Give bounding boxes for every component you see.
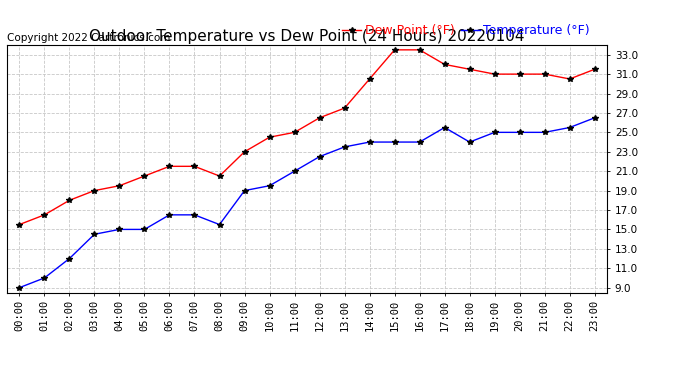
Temperature (°F)	[66, 256, 74, 261]
Title: Outdoor Temperature vs Dew Point (24 Hours) 20220104: Outdoor Temperature vs Dew Point (24 Hou…	[89, 29, 525, 44]
Temperature (°F)	[340, 145, 348, 149]
Temperature (°F)	[266, 183, 274, 188]
Temperature (°F)	[391, 140, 399, 144]
Dew Point (°F)	[290, 130, 299, 135]
Legend: Dew Point (°F), Temperature (°F): Dew Point (°F), Temperature (°F)	[337, 19, 595, 42]
Dew Point (°F)	[440, 62, 449, 67]
Dew Point (°F)	[215, 174, 224, 178]
Dew Point (°F)	[15, 222, 23, 227]
Dew Point (°F)	[315, 116, 324, 120]
Temperature (°F)	[290, 169, 299, 173]
Temperature (°F)	[166, 213, 174, 217]
Dew Point (°F)	[540, 72, 549, 76]
Dew Point (°F)	[40, 213, 48, 217]
Dew Point (°F)	[115, 183, 124, 188]
Temperature (°F)	[240, 188, 248, 193]
Line: Temperature (°F): Temperature (°F)	[17, 115, 598, 290]
Dew Point (°F)	[190, 164, 199, 169]
Temperature (°F)	[540, 130, 549, 135]
Dew Point (°F)	[340, 106, 348, 110]
Line: Dew Point (°F): Dew Point (°F)	[17, 47, 598, 227]
Dew Point (°F)	[566, 77, 574, 81]
Temperature (°F)	[140, 227, 148, 232]
Dew Point (°F)	[415, 48, 424, 52]
Temperature (°F)	[315, 154, 324, 159]
Temperature (°F)	[115, 227, 124, 232]
Text: Copyright 2022 Cartronics.com: Copyright 2022 Cartronics.com	[7, 33, 170, 42]
Temperature (°F)	[90, 232, 99, 237]
Dew Point (°F)	[466, 67, 474, 72]
Dew Point (°F)	[391, 48, 399, 52]
Temperature (°F)	[215, 222, 224, 227]
Dew Point (°F)	[166, 164, 174, 169]
Dew Point (°F)	[66, 198, 74, 202]
Dew Point (°F)	[140, 174, 148, 178]
Temperature (°F)	[40, 276, 48, 280]
Temperature (°F)	[566, 125, 574, 130]
Dew Point (°F)	[591, 67, 599, 72]
Dew Point (°F)	[515, 72, 524, 76]
Temperature (°F)	[15, 285, 23, 290]
Dew Point (°F)	[366, 77, 374, 81]
Temperature (°F)	[366, 140, 374, 144]
Dew Point (°F)	[90, 188, 99, 193]
Dew Point (°F)	[491, 72, 499, 76]
Temperature (°F)	[466, 140, 474, 144]
Temperature (°F)	[515, 130, 524, 135]
Temperature (°F)	[491, 130, 499, 135]
Temperature (°F)	[415, 140, 424, 144]
Temperature (°F)	[440, 125, 449, 130]
Dew Point (°F)	[240, 150, 248, 154]
Temperature (°F)	[190, 213, 199, 217]
Dew Point (°F)	[266, 135, 274, 140]
Temperature (°F)	[591, 116, 599, 120]
